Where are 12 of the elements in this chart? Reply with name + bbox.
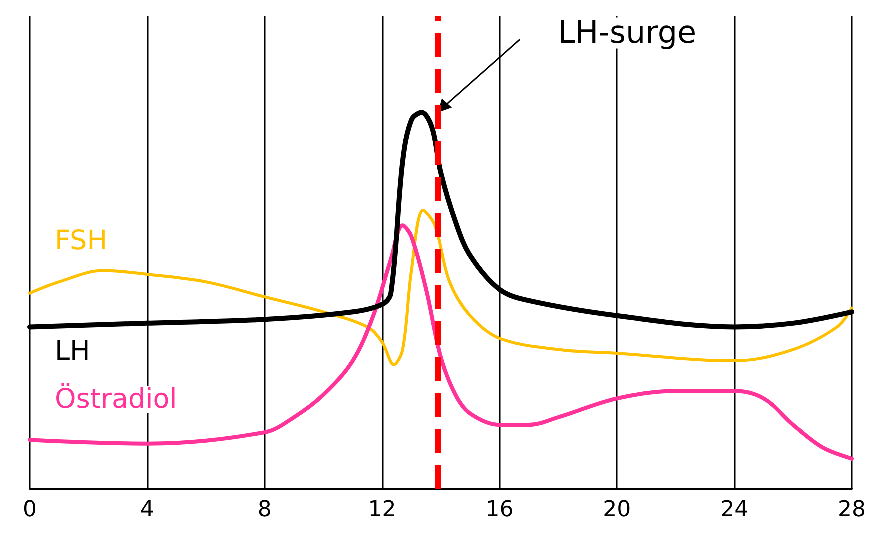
x-tick-label: 12 xyxy=(368,498,396,522)
annotation: LH-surge xyxy=(558,15,697,52)
series-label: LH xyxy=(55,336,90,368)
x-tick-label: 4 xyxy=(140,498,154,522)
x-tick-label: 0 xyxy=(23,498,37,522)
x-tick-label: 8 xyxy=(258,498,272,522)
x-tick-label: 24 xyxy=(720,498,749,522)
series-label: FSH xyxy=(55,225,108,256)
x-tick-label: 20 xyxy=(603,498,632,522)
x-tick-label: 28 xyxy=(838,498,866,522)
x-tick-label: 16 xyxy=(486,498,514,522)
series-label: Östradiol xyxy=(55,383,178,416)
